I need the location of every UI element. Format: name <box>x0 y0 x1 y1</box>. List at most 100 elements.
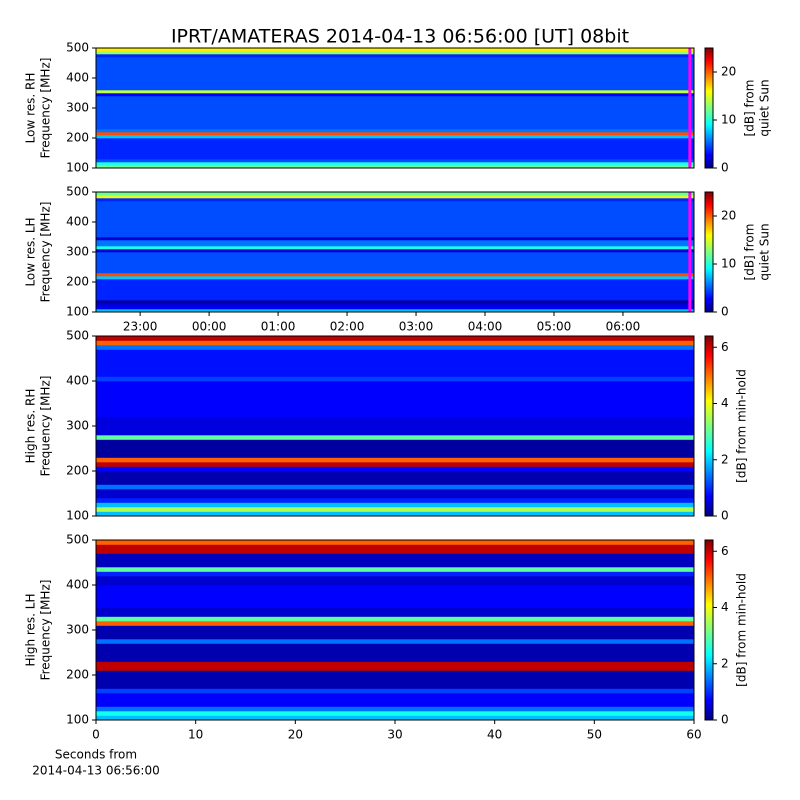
y-tick-label: 300 <box>66 245 89 259</box>
spectrogram-cell <box>96 498 694 503</box>
spectrogram-cell <box>96 484 694 490</box>
colorbar-tick-label: 0 <box>721 713 729 727</box>
spectrogram-cell <box>96 240 694 244</box>
spectrogram-cell <box>96 336 694 341</box>
colorbar <box>704 335 714 517</box>
y-tick-label: 300 <box>66 101 89 115</box>
spectrogram-cell <box>96 430 694 436</box>
spectrogram-cell <box>96 715 694 721</box>
spectrogram-cell <box>96 621 694 626</box>
spectrogram-cell <box>96 249 694 253</box>
spectrogram-cell <box>96 549 694 554</box>
spectrogram-cell <box>96 291 694 295</box>
colorbar-label: [dB] from <box>743 80 757 137</box>
colorbar-tick-label: 0 <box>721 161 729 175</box>
spectrogram-cell <box>96 123 694 127</box>
x-tick-label: 10 <box>188 728 203 742</box>
spectrogram-cell <box>96 675 694 680</box>
spectrogram-cell <box>96 246 694 250</box>
spectrogram-cell <box>96 108 694 112</box>
spectrogram-cell <box>96 81 694 85</box>
colorbar-tick-label: 2 <box>721 452 729 466</box>
x-tick-label: 40 <box>487 728 502 742</box>
spectrogram-cell <box>96 213 694 217</box>
spectrogram-cell <box>96 589 694 595</box>
spectrogram-cell <box>96 306 694 310</box>
colorbar <box>704 47 714 169</box>
spectrogram-cell <box>96 684 694 689</box>
colorbar-tick-label: 0 <box>721 305 729 319</box>
spectrogram-cell <box>96 648 694 653</box>
spectrogram-cell <box>96 576 694 581</box>
spectrogram-cell <box>96 270 694 274</box>
y-tick-label: 100 <box>66 509 89 523</box>
spectrogram-cell <box>96 399 694 404</box>
spectrogram-cell <box>96 372 694 377</box>
spectrogram-cell <box>96 439 694 445</box>
spectrogram-cell <box>96 489 694 494</box>
spectrogram-cell <box>96 679 694 685</box>
y-axis-label: High res. LH <box>24 593 38 666</box>
y-tick-label: 500 <box>66 329 89 343</box>
spectrogram-cell <box>96 252 694 256</box>
y-axis-label: Frequency [MHz] <box>39 580 53 681</box>
spectrogram-cell <box>96 138 694 142</box>
colorbar-label: [dB] from min-hold <box>735 573 749 687</box>
spectrogram-cell <box>96 711 694 716</box>
spectrogram-cell <box>96 502 694 508</box>
spectrogram-cell <box>96 612 694 617</box>
spectrogram-cell <box>96 243 694 247</box>
spectrogram-cell <box>96 222 694 226</box>
spectrogram-cell <box>96 105 694 109</box>
x-tick-label: 01:00 <box>261 320 296 334</box>
spectrogram-cell <box>96 72 694 76</box>
colorbar-label: quiet Sun <box>758 223 772 280</box>
spectrogram-cell <box>96 102 694 106</box>
spectrogram-cell <box>96 670 694 676</box>
spectrogram-cell <box>96 219 694 223</box>
spectrogram-cell <box>96 210 694 214</box>
spectrogram-cell <box>96 630 694 635</box>
colorbar-tick-label: 6 <box>721 340 729 354</box>
x-tick-label: 00:00 <box>192 320 227 334</box>
spectrogram-cell <box>96 553 694 559</box>
spectrogram-cell <box>96 207 694 211</box>
spectrogram-cell <box>96 90 694 94</box>
spectrogram-cell <box>96 544 694 550</box>
spectrogram-cell <box>96 639 694 644</box>
spectrogram-cell <box>96 340 694 346</box>
colorbar-tick-label: 2 <box>721 656 729 670</box>
spectrogram-cell <box>96 652 694 658</box>
spectrogram-cell <box>96 435 694 440</box>
spectrogram-cell <box>96 117 694 121</box>
spectrogram-cell <box>96 267 694 271</box>
colorbar-tick-label: 20 <box>721 209 736 223</box>
x-tick-label: 30 <box>387 728 402 742</box>
y-tick-label: 500 <box>66 41 89 55</box>
spectrogram-cell <box>96 354 694 359</box>
spectrogram-cell <box>96 234 694 238</box>
y-axis-label: Frequency [MHz] <box>39 202 53 303</box>
y-tick-label: 500 <box>66 185 89 199</box>
spectrogram-cell <box>96 511 694 517</box>
spectrogram-cell <box>96 135 694 139</box>
x-tick-label: 04:00 <box>468 320 503 334</box>
spectrogram-cell <box>96 540 694 545</box>
spectrogram-cell <box>96 706 694 712</box>
spectrogram-cell <box>96 394 694 400</box>
spectrogram-cell <box>96 165 694 169</box>
spectrogram-cell <box>96 162 694 166</box>
y-tick-label: 400 <box>66 71 89 85</box>
spectrogram-cell <box>96 403 694 409</box>
spectrogram-cell <box>96 198 694 202</box>
y-axis-label: Low res. RH <box>24 73 38 144</box>
spectrogram-cell <box>96 279 694 283</box>
spectrogram-cell <box>96 288 694 292</box>
spectrogram-cell <box>96 129 694 133</box>
y-tick-label: 100 <box>66 305 89 319</box>
spectrogram-cell <box>96 192 694 196</box>
spectrogram-cell <box>96 120 694 124</box>
y-tick-label: 200 <box>66 131 89 145</box>
spectrogram-cell <box>96 507 694 512</box>
